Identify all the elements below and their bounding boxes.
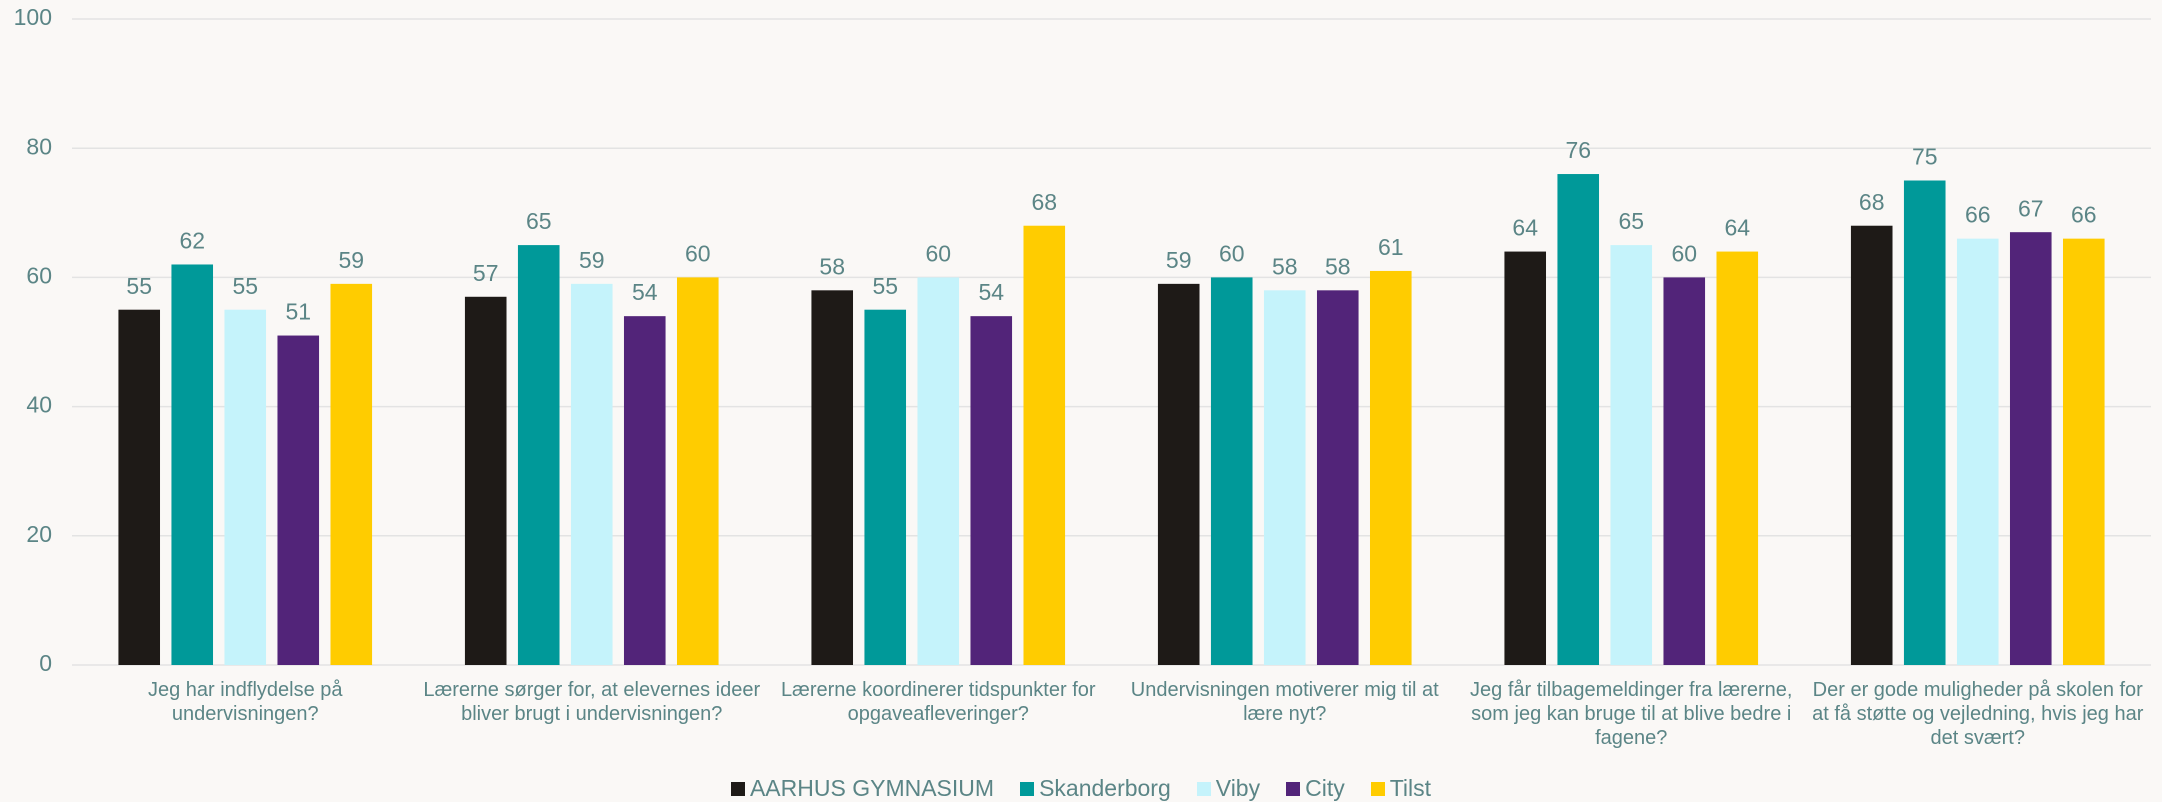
bar: [330, 283, 373, 665]
value-label: 59: [579, 247, 605, 273]
value-label: 55: [232, 273, 258, 299]
legend: AARHUS GYMNASIUM Skanderborg Viby City Tilst: [0, 775, 2162, 802]
bar: [171, 264, 214, 665]
bar: [464, 296, 507, 665]
y-tick-label: 20: [26, 521, 52, 547]
bar: [1504, 251, 1547, 665]
x-tick-label: Jeg får tilbagemeldinger fra lærerne, so…: [1470, 679, 1793, 749]
x-tick-label: Lærerne koordinerer tidspunkter for opga…: [780, 679, 1096, 725]
value-label: 68: [1859, 189, 1885, 215]
value-label: 60: [1219, 240, 1245, 266]
value-label: 60: [685, 240, 711, 266]
value-label: 54: [632, 279, 658, 305]
bar: [1610, 245, 1653, 665]
value-label: 55: [872, 273, 898, 299]
y-tick-label: 100: [14, 4, 52, 30]
legend-label: Tilst: [1389, 775, 1432, 801]
bar: [570, 283, 613, 665]
value-label: 58: [819, 253, 845, 279]
value-label: 68: [1031, 189, 1057, 215]
x-tick-label: Der er gode muligheder på skolen for at …: [1812, 679, 2144, 749]
value-label: 55: [126, 273, 152, 299]
legend-item: City: [1286, 775, 1345, 802]
x-tick-label: Undervisningen motiverer mig til at lære…: [1130, 679, 1439, 725]
bar: [1850, 225, 1893, 665]
value-label: 62: [179, 228, 205, 254]
bar: [2009, 232, 2052, 665]
value-label: 59: [338, 247, 364, 273]
y-tick-label: 60: [26, 262, 52, 288]
legend-swatch: [1020, 781, 1035, 796]
legend-swatch: [1370, 781, 1385, 796]
bar: [864, 309, 907, 665]
bar: [970, 316, 1013, 665]
legend-item: Viby: [1196, 775, 1261, 802]
x-tick-label: Jeg har indflydelse på undervisningen?: [147, 679, 343, 725]
value-label: 67: [2018, 195, 2044, 221]
bar: [517, 245, 560, 665]
legend-label: City: [1305, 775, 1345, 801]
legend-item: Tilst: [1370, 775, 1432, 802]
value-label: 65: [1618, 208, 1644, 234]
value-label: 51: [285, 299, 311, 325]
bar: [1903, 180, 1946, 665]
legend-item: Skanderborg: [1020, 775, 1171, 802]
bar: [1210, 277, 1253, 665]
y-tick-label: 40: [26, 392, 52, 418]
bar: [623, 316, 666, 665]
legend-label: AARHUS GYMNASIUM: [749, 775, 995, 801]
bar: [1157, 283, 1200, 665]
bar: [118, 309, 161, 665]
bar: [917, 277, 960, 665]
value-label: 60: [1671, 240, 1697, 266]
bar: [1956, 238, 1999, 665]
legend-swatch: [730, 781, 745, 796]
value-label: 54: [978, 279, 1004, 305]
bar: [1716, 251, 1759, 665]
bar: [1369, 270, 1412, 665]
value-label: 65: [526, 208, 552, 234]
legend-swatch: [1286, 781, 1301, 796]
y-tick-label: 0: [39, 650, 52, 676]
bar: [1663, 277, 1706, 665]
value-label: 75: [1912, 144, 1938, 170]
value-label: 58: [1325, 253, 1351, 279]
bar: [2062, 238, 2105, 665]
y-tick-label: 80: [26, 133, 52, 159]
bar: [277, 335, 320, 665]
bar: [811, 290, 854, 665]
value-label: 64: [1724, 215, 1750, 241]
value-label: 66: [1965, 202, 1991, 228]
value-label: 64: [1512, 215, 1538, 241]
value-label: 58: [1272, 253, 1298, 279]
bar: [224, 309, 267, 665]
value-label: 61: [1378, 234, 1404, 260]
legend-swatch: [1196, 781, 1211, 796]
bar: [1263, 290, 1306, 665]
bar: [676, 277, 719, 665]
bar: [1023, 225, 1066, 665]
bar: [1557, 174, 1600, 666]
legend-item: AARHUS GYMNASIUM: [730, 775, 995, 802]
value-label: 57: [473, 260, 499, 286]
legend-label: Skanderborg: [1039, 775, 1171, 801]
value-label: 59: [1166, 247, 1192, 273]
value-label: 66: [2071, 202, 2097, 228]
bar: [1316, 290, 1359, 665]
value-label: 76: [1565, 137, 1591, 163]
legend-label: Viby: [1215, 775, 1261, 801]
value-label: 60: [925, 240, 951, 266]
x-tick-label: Lærerne sørger for, at elevernes ideer b…: [423, 679, 761, 725]
